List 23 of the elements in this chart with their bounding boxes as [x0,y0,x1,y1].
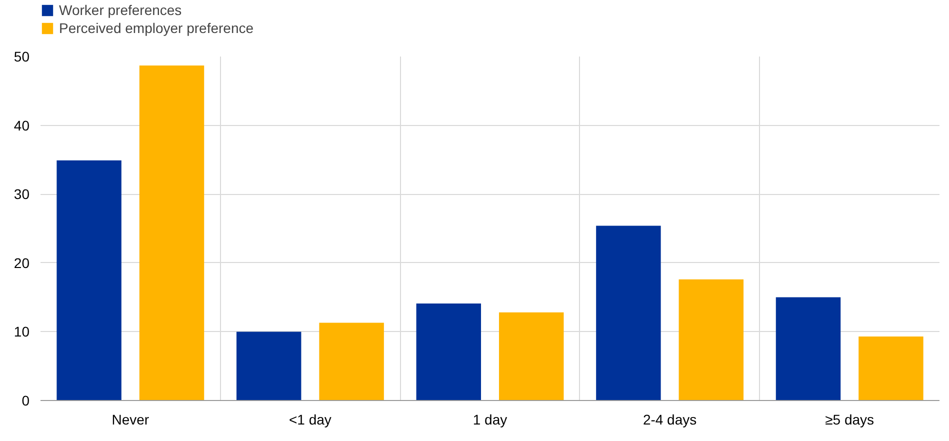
x-tick-label: 1 day [472,412,508,428]
x-tick-label: 2-4 days [642,412,697,428]
bar [416,303,482,400]
bar [858,336,924,400]
bar [498,312,564,400]
bar [236,332,302,400]
y-tick-label: 10 [14,324,30,340]
y-tick-label: 30 [14,186,30,202]
x-tick-label: ≥5 days [825,412,874,428]
bar [319,322,384,400]
bar [678,279,744,400]
x-tick-label: Never [112,412,150,428]
y-tick-label: 40 [14,117,30,134]
bar [139,65,204,400]
bar [596,226,661,400]
bar [776,297,841,400]
legend-label: Worker preferences [59,2,182,18]
x-tick-label: <1 day [288,412,332,428]
y-tick-label: 50 [14,48,30,64]
y-tick-label: 0 [22,392,30,408]
y-tick-label: 20 [14,254,30,271]
bar [56,160,122,400]
legend-label: Perceived employer preference [59,20,254,36]
